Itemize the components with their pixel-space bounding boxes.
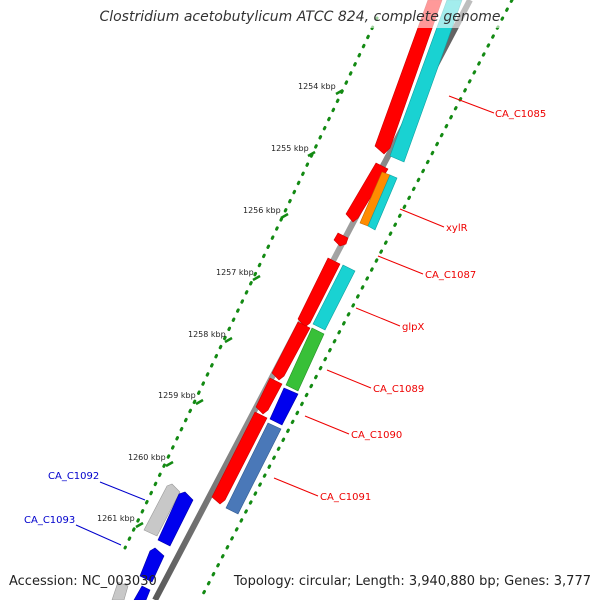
- scale-ticks: [135, 88, 344, 529]
- leader-glpX: [355, 307, 401, 327]
- scale-label: 1259 kbp: [158, 391, 196, 400]
- feature-lower-gray[interactable]: [111, 581, 129, 600]
- scale-label: 1257 kbp: [216, 268, 254, 277]
- gene-arrow-CA_C1092[interactable]: [157, 491, 194, 547]
- feature-CA_C1087-cds[interactable]: [312, 264, 356, 331]
- scale-label: 1260 kbp: [128, 453, 166, 462]
- gene-arrow-CA_C1089[interactable]: [255, 377, 283, 415]
- scale-label: 1261 kbp: [97, 514, 135, 523]
- gene-label-glpX[interactable]: glpX: [402, 322, 424, 333]
- scale-label: 1255 kbp: [271, 144, 309, 153]
- scale-tick: [252, 274, 261, 282]
- label-leaders: [75, 95, 495, 546]
- scale-tick: [135, 521, 144, 529]
- feature-xylR-cyan[interactable]: [367, 174, 398, 231]
- gene-label-CA_C1093[interactable]: CA_C1093: [24, 515, 75, 526]
- feature-CA_C1092-gray[interactable]: [143, 483, 181, 537]
- map-title: Clostridium acetobutylicum ATCC 824, com…: [99, 9, 501, 25]
- gene-labels: CA_C1085 xylR CA_C1087 glpX CA_C1089 CA_…: [24, 109, 546, 526]
- leader-CA_C1092: [99, 481, 146, 501]
- lane-two-features: [225, 0, 463, 515]
- title-backdrop: [300, 0, 500, 28]
- feature-glpX-green[interactable]: [285, 327, 325, 392]
- scale-label: 1258 kbp: [188, 330, 226, 339]
- scale-labels: 1254 kbp 1255 kbp 1256 kbp 1257 kbp 1258…: [97, 82, 336, 523]
- gene-arrow-CA_C1091[interactable]: [211, 411, 268, 505]
- scale-tick: [307, 150, 316, 158]
- scale-tick: [224, 336, 233, 344]
- leader-CA_C1087: [377, 255, 424, 275]
- gene-label-CA_C1090[interactable]: CA_C1090: [351, 430, 402, 441]
- gene-arrow-glpX[interactable]: [271, 321, 311, 381]
- feature-CA_C1091-steelblue[interactable]: [225, 422, 282, 515]
- gene-arrow-CA_C1093[interactable]: [139, 547, 165, 583]
- leader-CA_C1090: [304, 415, 350, 435]
- leader-CA_C1093: [75, 524, 122, 546]
- gene-arrow-CA_C1085[interactable]: [374, 0, 443, 155]
- feature-CA_C1090-blue[interactable]: [269, 387, 299, 426]
- inner-dotted-track: [198, 0, 514, 600]
- forward-genes: [211, 0, 443, 505]
- gene-arrow-xylR[interactable]: [345, 162, 389, 223]
- scale-tick: [335, 88, 344, 96]
- feature-CA_C1093-partial[interactable]: [133, 585, 151, 600]
- leader-CA_C1089: [326, 369, 372, 389]
- scale-label: 1254 kbp: [298, 82, 336, 91]
- gene-label-CA_C1089[interactable]: CA_C1089: [373, 384, 424, 395]
- feature-CA_C1085-cds[interactable]: [389, 0, 463, 163]
- scale-tick: [280, 212, 289, 220]
- reverse-features: [111, 483, 194, 600]
- gene-label-CA_C1091[interactable]: CA_C1091: [320, 492, 371, 503]
- gene-label-CA_C1087[interactable]: CA_C1087: [425, 270, 476, 281]
- gene-arrow-small[interactable]: [333, 232, 349, 247]
- leader-CA_C1091: [273, 477, 319, 497]
- scale-tick: [165, 460, 174, 468]
- gene-label-CA_C1085[interactable]: CA_C1085: [495, 109, 546, 120]
- topology-text: Topology: circular; Length: 3,940,880 bp…: [233, 574, 591, 589]
- scale-dotted-track: [123, 16, 379, 550]
- scale-label: 1256 kbp: [243, 206, 281, 215]
- gene-label-xylR[interactable]: xylR: [446, 223, 468, 234]
- leader-xylR: [399, 208, 445, 228]
- gene-label-CA_C1092[interactable]: CA_C1092: [48, 471, 99, 482]
- gene-arrow-CA_C1087[interactable]: [297, 257, 341, 328]
- leader-CA_C1085: [448, 95, 495, 114]
- scale-tick: [195, 398, 204, 406]
- accession-text: Accession: NC_003030: [9, 574, 157, 589]
